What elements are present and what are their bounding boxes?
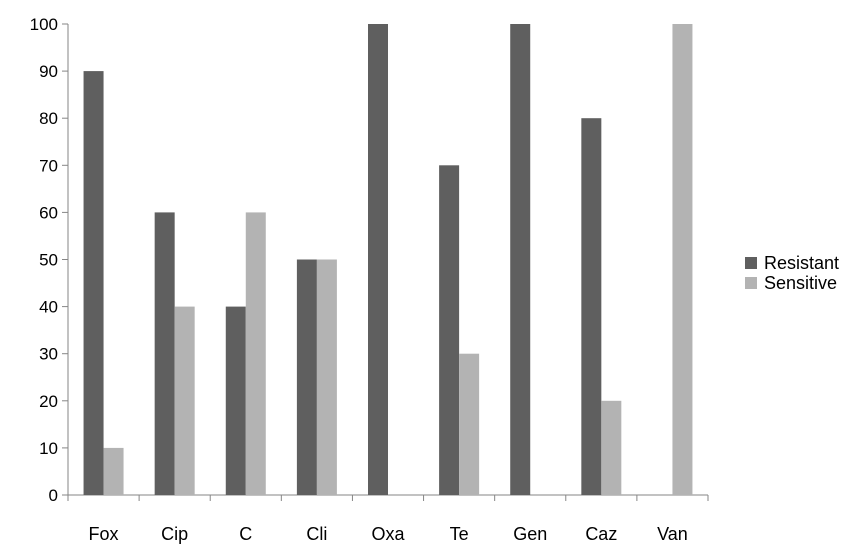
legend-label-resistant: Resistant — [764, 253, 839, 273]
y-tick-label: 60 — [39, 203, 58, 222]
bar-resistant-gen — [510, 24, 531, 495]
bar-resistant-oxa — [368, 24, 388, 495]
bar-sensitive-cip — [174, 306, 195, 495]
x-tick-label: Caz — [585, 524, 617, 544]
x-tick-label: Te — [450, 524, 469, 544]
y-tick-label: 50 — [39, 251, 58, 270]
x-axis: Fox Cip C Cli Oxa Te Gen Caz Van — [67, 494, 709, 544]
y-tick-label: 20 — [39, 392, 58, 411]
y-tick-label: 0 — [49, 486, 58, 505]
x-tick-label: C — [239, 524, 252, 544]
bar-resistant-te — [439, 165, 460, 496]
bars — [83, 24, 693, 496]
bar-resistant-cip — [154, 212, 175, 495]
x-tick-label: Van — [657, 524, 688, 544]
bar-resistant-c — [225, 306, 246, 495]
x-tick-label: Cli — [306, 524, 327, 544]
y-tick-label: 100 — [30, 15, 58, 34]
bar-sensitive-van — [672, 24, 693, 495]
bar-sensitive-fox — [103, 447, 124, 495]
legend-label-sensitive: Sensitive — [764, 273, 837, 293]
bar-resistant-fox — [83, 71, 104, 495]
x-tick-label: Cip — [161, 524, 188, 544]
bar-sensitive-c — [245, 212, 266, 495]
y-tick-label: 40 — [39, 298, 58, 317]
y-tick-label: 70 — [39, 156, 58, 175]
legend-swatch-resistant — [745, 257, 757, 269]
y-tick-label: 90 — [39, 62, 58, 81]
y-tick-label: 80 — [39, 109, 58, 128]
y-axis: 0 10 20 30 40 50 60 70 80 90 100 — [30, 15, 69, 505]
x-tick-label: Oxa — [371, 524, 405, 544]
bar-sensitive-caz — [601, 400, 622, 495]
y-tick-label: 10 — [39, 439, 58, 458]
x-tick-label: Fox — [89, 524, 119, 544]
bar-resistant-cli — [296, 259, 317, 495]
bar-resistant-caz — [581, 118, 602, 495]
x-tick-label: Gen — [513, 524, 547, 544]
legend-swatch-sensitive — [745, 277, 757, 289]
y-tick-label: 30 — [39, 345, 58, 364]
bar-sensitive-te — [459, 353, 480, 495]
bar-sensitive-cli — [316, 259, 337, 495]
